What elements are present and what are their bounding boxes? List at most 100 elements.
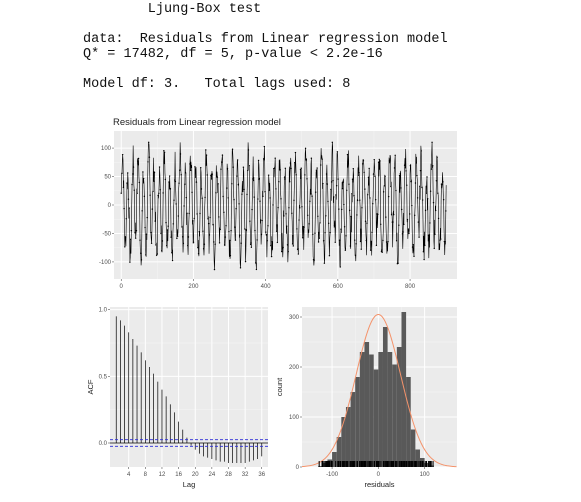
series-point <box>236 175 237 176</box>
series-point <box>405 167 406 168</box>
series-point <box>321 159 322 160</box>
series-point <box>435 210 436 211</box>
series-point <box>295 152 296 153</box>
series-point <box>293 245 294 246</box>
series-point <box>425 210 426 211</box>
series-point <box>389 155 390 156</box>
series-point <box>318 241 319 242</box>
plot-title: Residuals from Linear regression model <box>113 117 281 128</box>
series-point <box>294 162 295 163</box>
series-point <box>233 166 234 167</box>
series-point <box>369 197 370 198</box>
series-point <box>124 246 125 247</box>
series-point <box>149 157 150 158</box>
series-point <box>136 230 137 231</box>
y-tick-label: -100 <box>99 260 112 266</box>
series-point <box>366 222 367 223</box>
series-point <box>224 244 225 245</box>
series-point <box>277 207 278 208</box>
series-point <box>140 253 141 254</box>
series-point <box>290 168 291 169</box>
y-tick-label: 50 <box>104 175 111 181</box>
series-point <box>417 197 418 198</box>
series-point <box>312 234 313 235</box>
series-point <box>208 223 209 224</box>
series-point <box>179 169 180 170</box>
series-point <box>387 241 388 242</box>
series-point <box>360 241 361 242</box>
series-point <box>195 177 196 178</box>
series-point <box>203 248 204 249</box>
series-point <box>256 239 257 240</box>
series-point <box>121 173 122 174</box>
series-point <box>349 210 350 211</box>
series-point <box>438 218 439 219</box>
histogram-bar <box>406 377 411 467</box>
acf-chart: 0.00.51.04 8 12 16 20 24 28 32 36 Lag ACF <box>86 307 268 489</box>
y-tick-label: -50 <box>102 231 111 237</box>
series-point <box>406 185 407 186</box>
series-point <box>308 229 309 230</box>
series-point <box>248 165 249 166</box>
series-point <box>211 178 212 179</box>
series-point <box>218 216 219 217</box>
series-point <box>336 185 337 186</box>
series-point <box>251 247 252 248</box>
series-point <box>123 187 124 188</box>
series-point <box>302 237 303 238</box>
series-point <box>145 254 146 255</box>
series-point <box>253 180 254 181</box>
series-point <box>287 244 288 245</box>
series-point <box>161 250 162 251</box>
series-point <box>384 176 385 177</box>
series-point <box>342 181 343 182</box>
series-point <box>178 215 179 216</box>
series-point <box>306 178 307 179</box>
series-point <box>227 168 228 169</box>
x-tick-label: 16 <box>175 472 182 478</box>
series-point <box>243 189 244 190</box>
series-point <box>371 232 372 233</box>
series-point <box>212 174 213 175</box>
series-point <box>416 175 417 176</box>
series-point <box>280 169 281 170</box>
series-point <box>328 223 329 224</box>
series-point <box>364 188 365 189</box>
series-point <box>332 142 333 143</box>
series-point <box>432 165 433 166</box>
series-point <box>315 191 316 192</box>
series-point <box>288 251 289 252</box>
series-point <box>171 252 172 253</box>
histogram-bar <box>364 342 369 467</box>
series-point <box>246 229 247 230</box>
series-point <box>440 238 441 239</box>
series-point <box>168 226 169 227</box>
series-point <box>282 247 283 248</box>
series-point <box>402 233 403 234</box>
series-point <box>204 244 205 245</box>
x-tick-label: 24 <box>209 472 216 478</box>
series-point <box>304 174 305 175</box>
series-point <box>329 232 330 233</box>
series-point <box>378 162 379 163</box>
series-point <box>252 178 253 179</box>
series-point <box>220 169 221 170</box>
series-point <box>156 255 157 256</box>
series-point <box>366 240 367 241</box>
series-point <box>143 178 144 179</box>
series-point <box>261 234 262 235</box>
series-point <box>264 146 265 147</box>
series-point <box>400 173 401 174</box>
series-point <box>170 188 171 189</box>
series-point <box>257 198 258 199</box>
series-point <box>345 235 346 236</box>
series-point <box>426 176 427 177</box>
series-point <box>392 221 393 222</box>
series-point <box>382 240 383 241</box>
series-point <box>423 259 424 260</box>
series-point <box>258 160 259 161</box>
series-point <box>199 231 200 232</box>
series-point <box>271 256 272 257</box>
series-point <box>228 231 229 232</box>
series-point <box>264 191 265 192</box>
